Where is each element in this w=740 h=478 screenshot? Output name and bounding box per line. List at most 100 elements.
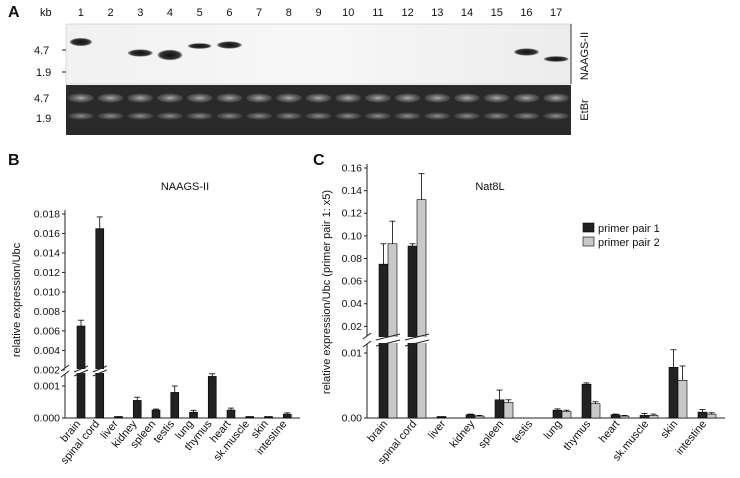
y-tick-label: 0.010 <box>34 286 60 298</box>
lane-number: 12 <box>401 7 413 19</box>
lane-number: 10 <box>342 7 354 19</box>
bar-break-mark <box>404 333 430 341</box>
y-tick-label: 0.08 <box>342 253 363 265</box>
rrna-band-28s <box>127 93 154 103</box>
panel-a: A kb 1 2 3 4 5 6 7 8 9 10 11 12 13 14 15 16 17 4.7 1.9 N… <box>8 4 591 135</box>
rrna-band-28s <box>424 93 451 103</box>
lane-number: 7 <box>256 7 262 19</box>
bar <box>132 400 142 419</box>
x-tick-label: skin <box>659 418 681 441</box>
rrna-band-28s <box>216 93 243 103</box>
rrna-band-18s <box>68 112 94 120</box>
panel-a-letter: A <box>8 4 20 21</box>
bar <box>189 411 198 419</box>
panel-b: B NAAGS-II relative expression/Ubc 0.000… <box>8 152 300 467</box>
rrna-band-28s <box>365 93 391 103</box>
y-tick-label: 0.000 <box>34 413 60 425</box>
lane-numbers: 1 2 3 4 5 6 7 8 9 10 11 12 13 14 15 16 17 <box>78 7 562 19</box>
rrna-band-28s <box>186 93 213 103</box>
axis-break-mark <box>362 340 372 348</box>
y-tick-label: 0.016 <box>34 228 60 240</box>
lane-number: 16 <box>520 7 532 19</box>
blot-band <box>157 49 183 61</box>
blot-band <box>513 48 539 56</box>
kb-label: kb <box>40 7 52 19</box>
x-tick-label: testis <box>151 418 177 446</box>
bar <box>503 402 514 419</box>
rrna-band-18s <box>543 112 569 120</box>
lane-number: 14 <box>461 7 473 19</box>
rrna-band-18s <box>454 112 480 120</box>
rrna-band-28s <box>513 93 540 103</box>
marker-1-9-top: 1.9 <box>36 67 51 79</box>
bar-break-mark <box>375 339 401 347</box>
y-tick-label: 0.10 <box>342 230 363 242</box>
lane-number: 4 <box>167 7 173 19</box>
bar-break-mark <box>92 365 107 373</box>
legend-label-primer-2: primer pair 2 <box>598 237 660 249</box>
y-tick-label: 0.018 <box>34 209 60 221</box>
bar-break-mark <box>92 369 107 377</box>
panel-c: C Nat8L relative expression/Ubc (primer … <box>313 152 725 467</box>
rrna-band-18s <box>246 112 272 120</box>
rrna-band-28s <box>543 93 569 103</box>
blot-bands <box>69 38 569 62</box>
bar <box>494 399 505 419</box>
bar <box>151 409 161 419</box>
etbr-side-label: EtBr <box>579 99 591 121</box>
rrna-band-28s <box>483 93 510 103</box>
y-tick-label: 0.14 <box>342 185 363 197</box>
rrna-band-18s <box>157 112 183 120</box>
lane-number: 5 <box>197 7 203 19</box>
bar-break-mark <box>73 365 89 373</box>
x-tick-label: heart <box>597 418 622 445</box>
x-tick-label: brain <box>365 418 390 444</box>
y-tick-label: 0.001 <box>34 381 60 393</box>
rrna-band-18s <box>513 112 540 120</box>
lane-number: 3 <box>137 7 143 19</box>
bar <box>561 411 572 419</box>
rrna-band-18s <box>365 112 391 120</box>
lane-number: 17 <box>550 7 562 19</box>
rrna-band-18s <box>335 112 361 120</box>
rrna-band-28s <box>246 93 272 103</box>
blot-band <box>543 56 569 62</box>
bar <box>387 243 398 419</box>
y-tick-label: 0.014 <box>34 247 60 259</box>
y-tick-label: 0.00 <box>342 413 363 425</box>
blot-band <box>69 38 93 46</box>
rrna-band-18s <box>305 112 332 120</box>
lane-number: 15 <box>491 7 503 19</box>
panel-c-letter: C <box>313 152 325 169</box>
rrna-band-18s <box>276 112 302 120</box>
y-tick-label: 0.002 <box>34 364 60 376</box>
y-tick-label: 0.16 <box>342 163 363 175</box>
rrna-band-18s <box>127 112 154 120</box>
rrna-band-28s <box>335 93 361 103</box>
bar <box>677 379 688 419</box>
x-tick-label: lung <box>542 418 565 442</box>
rrna-band-18s <box>424 112 451 120</box>
bar-break-mark <box>375 333 401 341</box>
rrna-band-28s <box>305 93 332 103</box>
y-tick-label: 0.01 <box>342 348 363 360</box>
bar <box>416 199 427 419</box>
rrna-band-18s <box>216 112 243 120</box>
lane-number: 11 <box>372 7 383 19</box>
rrna-band-18s <box>483 112 510 120</box>
x-tick-label: intestine <box>674 418 710 457</box>
blot-band <box>127 49 153 57</box>
bar <box>465 414 476 419</box>
bar <box>706 413 717 419</box>
rrna-band-18s <box>97 112 124 120</box>
lane-number: 13 <box>431 7 443 19</box>
etbr-bands <box>68 93 569 120</box>
y-tick-label: 0.004 <box>34 345 60 357</box>
lane-number: 1 <box>78 7 84 19</box>
x-tick-label: testis <box>510 418 536 446</box>
y-tick-label: 0.02 <box>342 321 363 333</box>
blot-band <box>187 43 212 49</box>
bar <box>590 403 601 419</box>
x-tick-label: spleen <box>476 418 506 451</box>
